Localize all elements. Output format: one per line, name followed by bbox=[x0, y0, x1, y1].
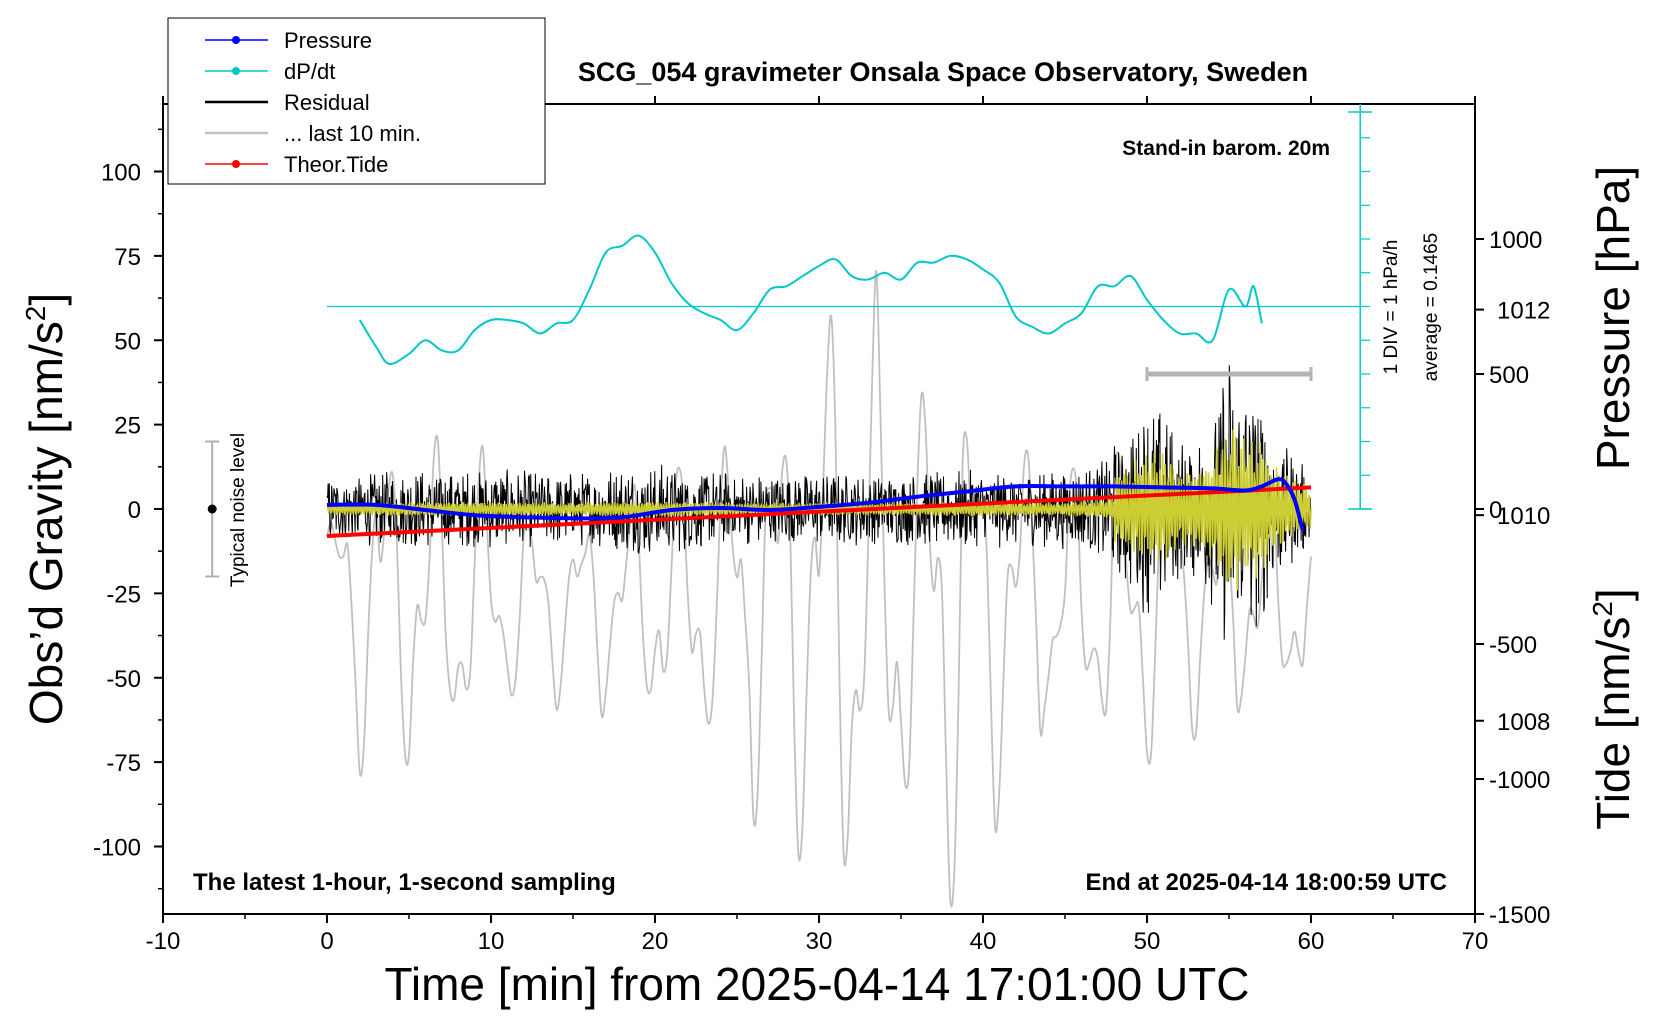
legend-label: dP/dt bbox=[284, 59, 335, 84]
stand-in-barometer-note: Stand-in barom. 20m bbox=[1122, 137, 1330, 160]
annotation-layer bbox=[205, 104, 1373, 578]
legend-label: Residual bbox=[284, 90, 370, 115]
legend-items: Pressure dP/dt Residual ... last 10 min. The… bbox=[205, 28, 421, 177]
tide-tick-label: 0 bbox=[1489, 497, 1502, 524]
tide-tick-label: -500 bbox=[1489, 632, 1537, 659]
series-layer bbox=[326, 234, 1361, 908]
residual-line bbox=[326, 365, 1312, 640]
x-tick-label: -10 bbox=[146, 928, 181, 955]
y-tick-label: 50 bbox=[114, 328, 141, 355]
tide-label-close: ] bbox=[1587, 588, 1639, 601]
y-label-left-sup: 2 bbox=[20, 306, 51, 322]
tide-tick-label: -1500 bbox=[1489, 902, 1550, 929]
tide-tick-label: 500 bbox=[1489, 362, 1529, 389]
y-tick-label: 0 bbox=[128, 497, 141, 524]
legend-label: Pressure bbox=[284, 28, 372, 53]
pressure-line bbox=[326, 477, 1305, 532]
y-tick-label: 100 bbox=[101, 160, 141, 187]
y-tick-label: -100 bbox=[93, 835, 141, 862]
pressure-tick-label: 1010 bbox=[1497, 503, 1550, 530]
dpdt-div-label: 1 DIV = 1 hPa/h bbox=[1381, 240, 1402, 375]
dpdt-line bbox=[358, 234, 1263, 365]
y-tick-label: 25 bbox=[114, 413, 141, 440]
tide-label-sup: 2 bbox=[1587, 601, 1618, 617]
legend-swatch-dot bbox=[232, 36, 240, 44]
y-label-left-main: Obs’d Gravity [nm/s bbox=[20, 321, 72, 725]
legend-label: ... last 10 min. bbox=[284, 121, 421, 146]
pressure-tick-label: 1008 bbox=[1497, 709, 1550, 736]
y-tick-label: -25 bbox=[106, 581, 141, 608]
x-tick-label: 50 bbox=[1134, 928, 1161, 955]
axes-layer: -10 0 10 20 30 40 50 60 70-100-75-50-25025507510… bbox=[93, 96, 1550, 955]
noise-bar-center-dot bbox=[207, 504, 217, 514]
legend-label: Theor.Tide bbox=[284, 152, 388, 177]
chart-title: SCG_054 gravimeter Onsala Space Observat… bbox=[578, 57, 1308, 87]
noise-level-label: Typical noise level bbox=[228, 433, 249, 587]
x-tick-label: 70 bbox=[1462, 928, 1489, 955]
x-tick-label: 10 bbox=[478, 928, 505, 955]
x-tick-label: 40 bbox=[970, 928, 997, 955]
tide-tick-label: 1000 bbox=[1489, 227, 1542, 254]
footer-right-note: End at 2025-04-14 18:00:59 UTC bbox=[1086, 869, 1448, 896]
y-axis-label-tide: Tide [nm/s2] bbox=[1587, 588, 1639, 829]
theor-tide-line bbox=[326, 485, 1312, 538]
x-tick-label: 30 bbox=[806, 928, 833, 955]
legend-swatch-dot bbox=[232, 67, 240, 75]
x-tick-label: 20 bbox=[642, 928, 669, 955]
y-label-left-close: ] bbox=[20, 293, 72, 306]
pressure-tick-label: 1012 bbox=[1497, 298, 1550, 325]
legend: Pressure dP/dt Residual ... last 10 min. The… bbox=[167, 17, 546, 185]
last-10-min-line bbox=[326, 270, 1312, 908]
legend-swatch-dot bbox=[232, 160, 240, 168]
x-tick-label: 0 bbox=[320, 928, 333, 955]
y-axis-label-left: Obs’d Gravity [nm/s2] bbox=[20, 293, 72, 725]
y-axis-label-pressure: Pressure [hPa] bbox=[1587, 166, 1639, 470]
x-tick-label: 60 bbox=[1298, 928, 1325, 955]
dpdt-average-label: average = 0.1465 bbox=[1421, 233, 1442, 381]
x-axis-label: Time [min] from 2025-04-14 17:01:00 UTC bbox=[385, 958, 1250, 1010]
y-tick-label: -75 bbox=[106, 750, 141, 777]
tide-label-main: Tide [nm/s bbox=[1587, 617, 1639, 830]
y-tick-label: 75 bbox=[114, 244, 141, 271]
tide-tick-label: -1000 bbox=[1489, 767, 1550, 794]
y-tick-label: -50 bbox=[106, 666, 141, 693]
footer-left-note: The latest 1-hour, 1-second sampling bbox=[193, 869, 616, 896]
